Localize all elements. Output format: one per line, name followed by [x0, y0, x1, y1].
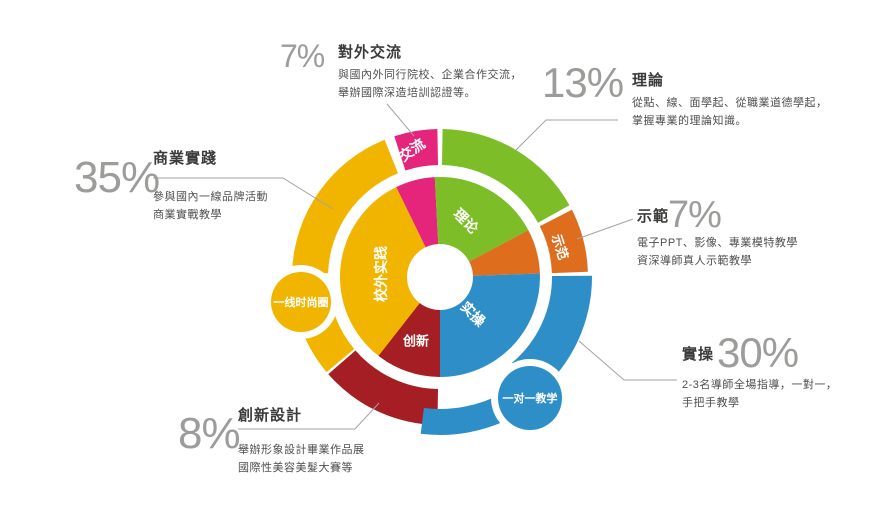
- desc-line: 資深導師真人示範教學: [637, 255, 752, 267]
- segment-shifan-inner-wedge: [468, 230, 540, 276]
- callout-title: 商業實踐: [153, 150, 218, 167]
- donut-center-hole: [407, 244, 473, 310]
- callout-title: 理論: [632, 72, 665, 89]
- segment-shicao-outer-arc: [420, 393, 515, 435]
- segment-duiwai-jiaoliu-outer-arc: [394, 129, 438, 171]
- leader-line-lilun: [515, 119, 618, 151]
- callout-title: 對外交流: [338, 44, 403, 61]
- callout-description: 舉辦形象設計畢業作品展 國際性美容美髮大賽等: [238, 441, 365, 477]
- satellite-yiduiyi-jiaoxue-label: 一对一教学: [503, 391, 558, 405]
- ring-label-chuangxin: 创新: [402, 334, 429, 349]
- segment-chuangxin-outer-arc: [328, 350, 438, 425]
- leader-line-duiwai-jiaoliu: [386, 103, 415, 137]
- desc-line: 舉辦國際深造培訓認證等。: [338, 87, 476, 99]
- callout-description: 從點、線、面學起、從職業道德學起， 掌握專業的理論知識。: [632, 94, 828, 130]
- leader-line-shicao: [578, 340, 677, 381]
- callout-description: 電子PPT、影像、專業模特教學 資深導師真人示範教學: [637, 234, 798, 270]
- desc-line: 手把手教學: [682, 397, 740, 409]
- segment-shangye-shijian-outer-arc: [292, 139, 398, 274]
- callout-description: 2-3名導師全場指導，一對一， 手把手教學: [682, 376, 837, 412]
- callout-description: 與國內外同行院校、企業合作交流， 舉辦國際深造培訓認證等。: [338, 66, 522, 102]
- percent-label: 8%: [178, 409, 241, 458]
- segment-duiwai-jiaoliu-inner-wedge: [396, 177, 439, 249]
- satellite-yiduiyi-jiaoxue-circle: [498, 366, 562, 430]
- segment-shangye-shijian-inner-wedge: [339, 187, 426, 356]
- desc-line: 掌握專業的理論知識。: [632, 115, 747, 127]
- segment-lilun-inner-wedge: [434, 176, 529, 262]
- leader-line-shangye-shijian: [153, 177, 334, 210]
- desc-line: 電子PPT、影像、專業模特教學: [637, 237, 798, 249]
- satellite-yixian-shishangquan-circle: [271, 272, 331, 332]
- segment-shifan-outer-arc: [539, 209, 588, 274]
- percent-label: 13%: [542, 59, 624, 106]
- percent-label: 7%: [280, 38, 325, 74]
- percent-label: 35%: [74, 153, 160, 202]
- ring-label-shangye-shijian: 校外实践: [373, 246, 389, 302]
- desc-line: 商業實戰教學: [153, 209, 222, 221]
- segment-lilun-outer-arc: [442, 129, 570, 223]
- callout-title: 示範: [637, 208, 670, 225]
- desc-line: 與國內外同行院校、企業合作交流，: [338, 69, 522, 81]
- segment-shicao-inner-wedge: [440, 273, 540, 377]
- callout-title: 實操: [682, 346, 715, 363]
- percent-label: 30%: [717, 329, 799, 376]
- satellite-yixian-shishangquan-label: 一线时尚圈: [274, 295, 329, 309]
- segment-chuangxin-inner-wedge: [378, 302, 440, 377]
- callout-title: 創新設計: [238, 407, 303, 424]
- callout-description: 參與國內一線品牌活動 商業實戰教學: [153, 188, 268, 224]
- desc-line: 參與國內一線品牌活動: [153, 191, 268, 203]
- percent-label: 7%: [668, 194, 722, 236]
- leader-line-shifan: [576, 218, 634, 240]
- desc-line: 國際性美容美髮大賽等: [238, 462, 353, 474]
- desc-line: 2-3名導師全場指導，一對一，: [682, 379, 838, 391]
- leader-line-chuangxin: [238, 402, 380, 430]
- desc-line: 從點、線、面學起、從職業道德學起，: [632, 97, 828, 109]
- desc-line: 舉辦形象設計畢業作品展: [238, 444, 365, 456]
